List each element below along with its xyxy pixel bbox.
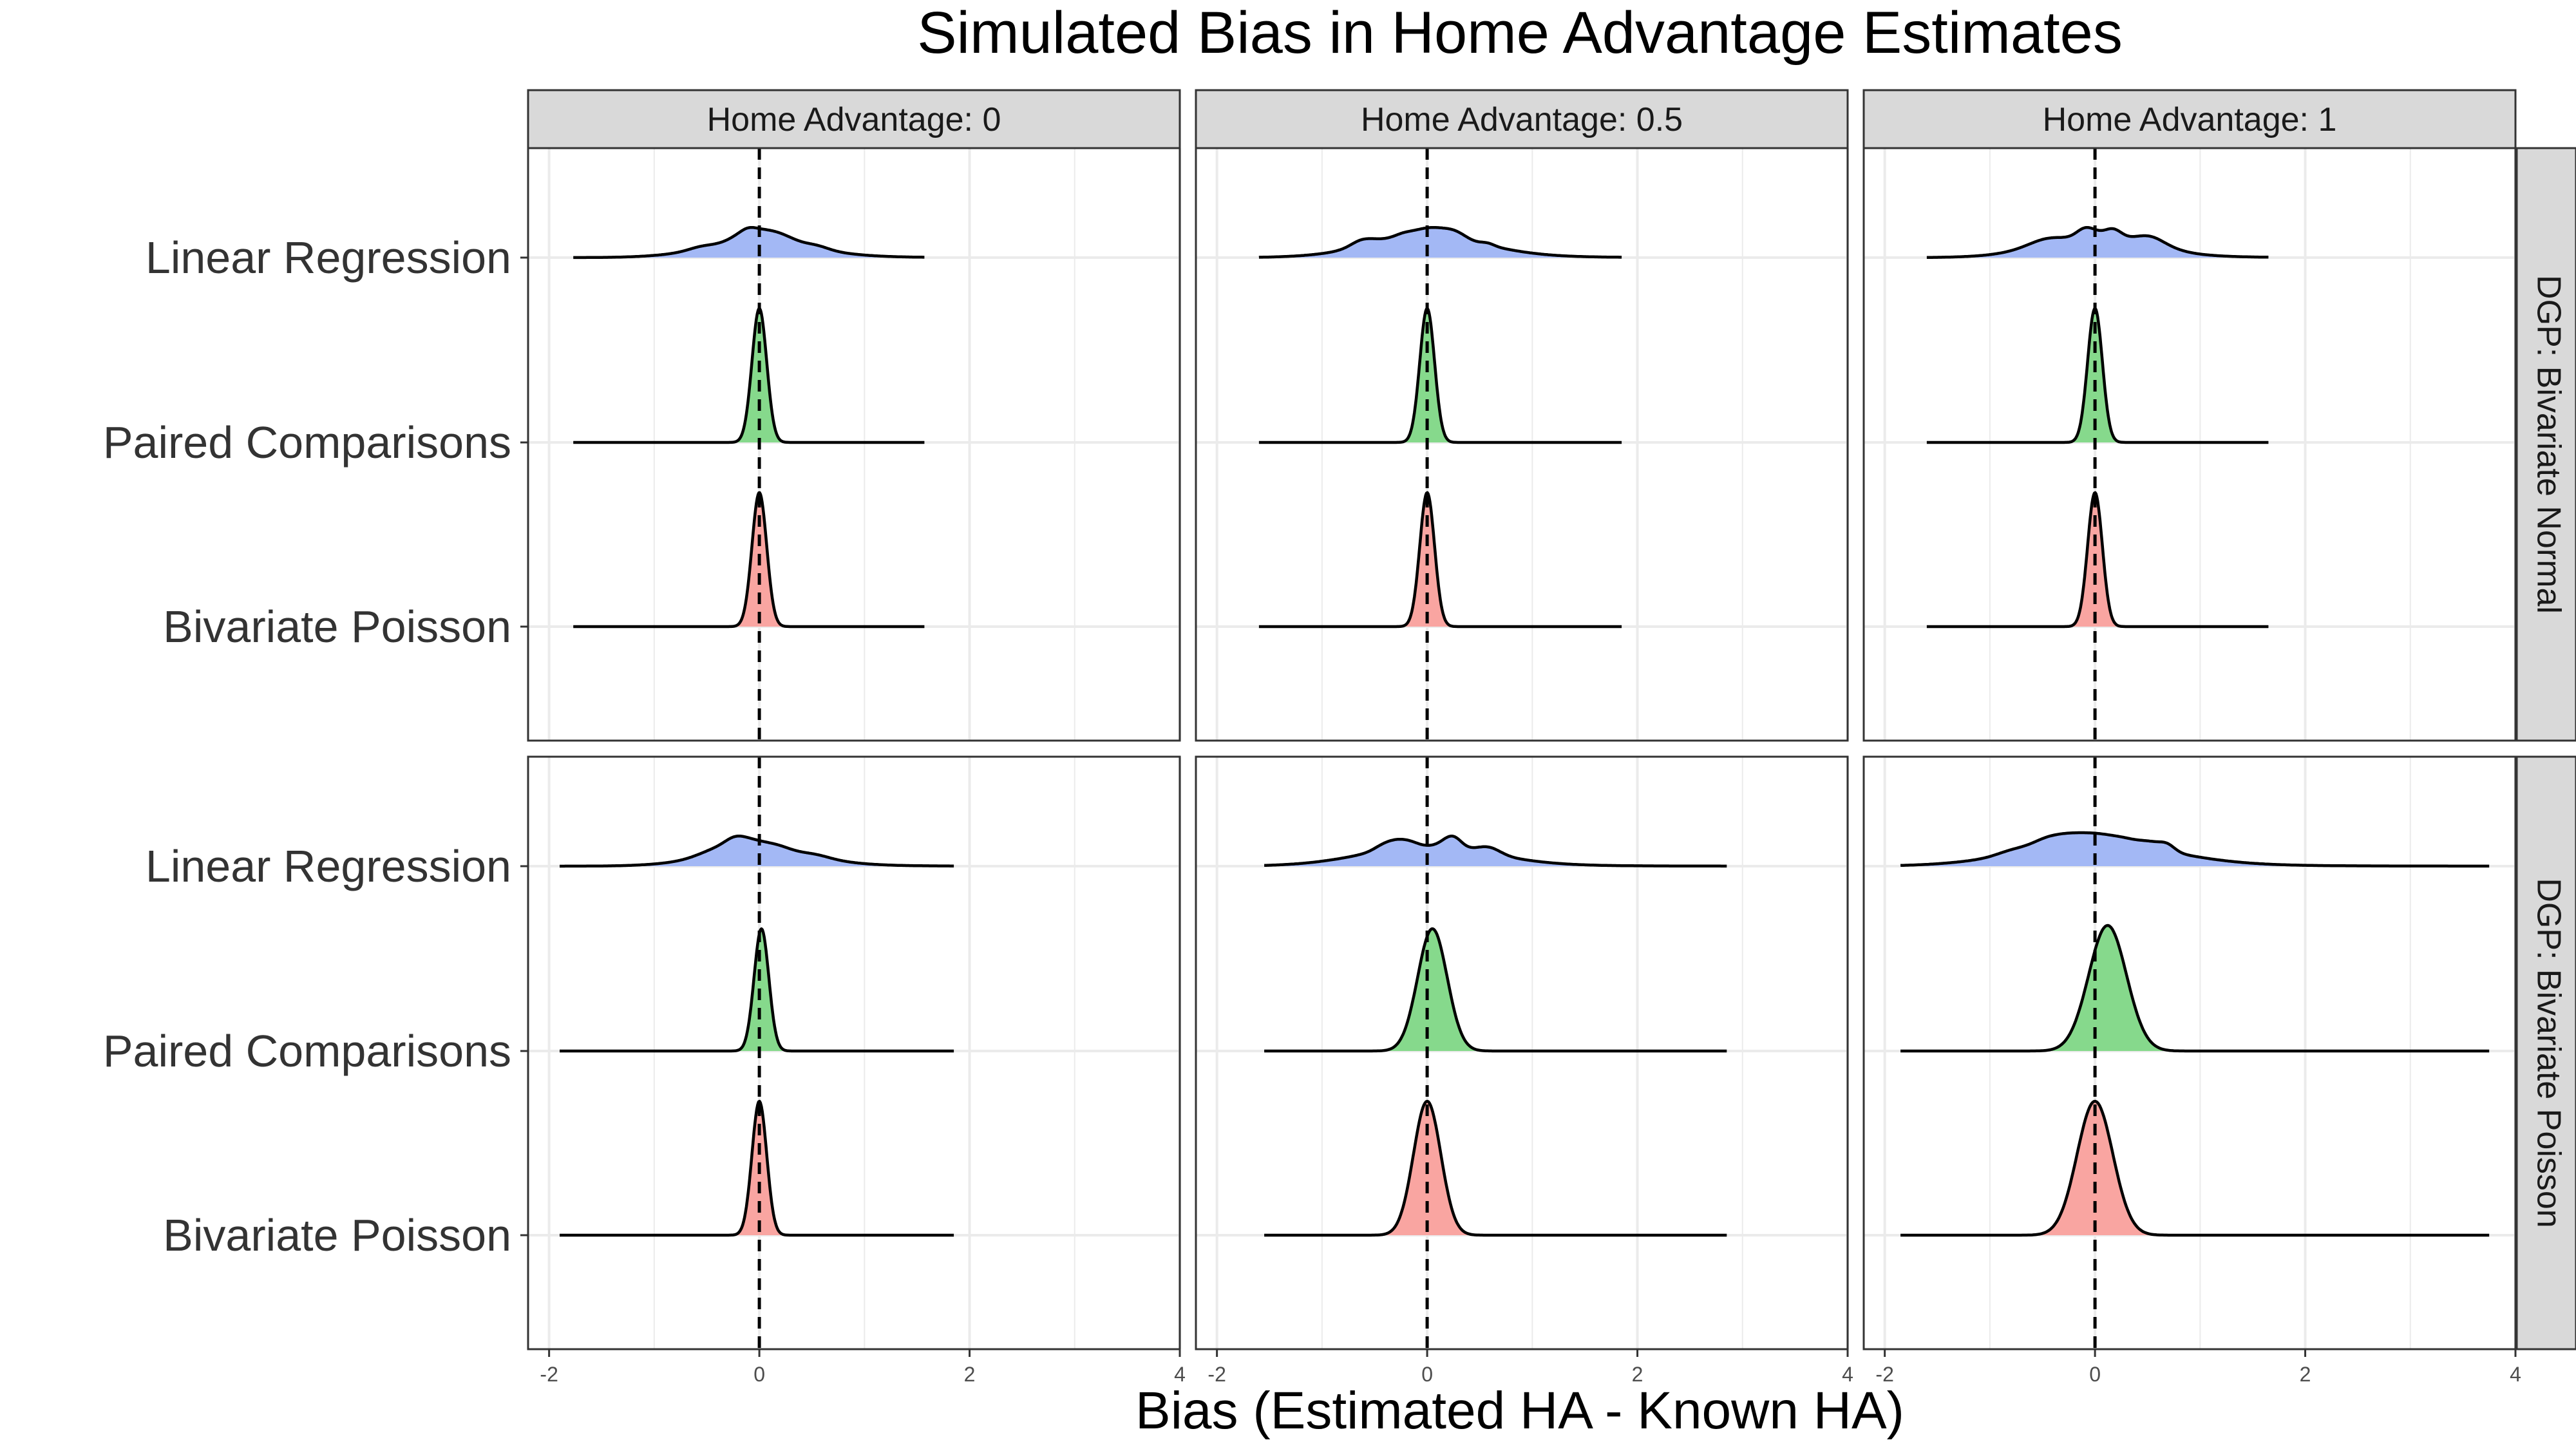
x-tick-label: -2 xyxy=(1208,1363,1226,1386)
density-line-linear-regression xyxy=(1264,834,1727,868)
panel-background xyxy=(1864,757,2515,1349)
y-tick-label-paired-comparisons: Paired Comparisons xyxy=(103,417,511,468)
x-tick-label: 4 xyxy=(1174,1363,1186,1386)
density-area-linear-regression xyxy=(1926,227,2269,258)
facet-strip-background xyxy=(527,89,1181,149)
panel-background xyxy=(528,148,1180,741)
facet-strip-background xyxy=(2515,755,2576,1350)
panel-background xyxy=(1196,148,1848,741)
facet-strip-label: DGP: Bivariate Poisson xyxy=(2530,878,2567,1227)
panel-dgp-bivariate-poisson-home-advantage-0-5: -2 0 2 4 xyxy=(1195,755,1853,1386)
facet-strip-dgp-bivariate-normal: DGP: Bivariate Normal xyxy=(2515,147,2576,742)
panel-dgp-bivariate-poisson-home-advantage-0: -2 0 2 4 xyxy=(527,755,1186,1386)
density-line-paired-comparisons xyxy=(1264,927,1727,1053)
facet-strip-home-advantage-0: Home Advantage: 0 xyxy=(527,89,1181,149)
density-line-bivariate-poisson xyxy=(1258,491,1622,629)
chart-title: Simulated Bias in Home Advantage Estimat… xyxy=(917,0,2123,66)
density-area-linear-regression xyxy=(560,836,954,866)
density-area-linear-regression xyxy=(1900,833,2490,866)
x-tick-label: 0 xyxy=(2089,1363,2101,1386)
facet-strip-dgp-bivariate-poisson: DGP: Bivariate Poisson xyxy=(2515,755,2576,1350)
facet-strip-label: Home Advantage: 1 xyxy=(2043,101,2337,138)
facet-strip-home-advantage-0-5: Home Advantage: 0.5 xyxy=(1195,89,1849,149)
x-tick-label: 4 xyxy=(1842,1363,1853,1386)
density-area-linear-regression xyxy=(1258,227,1622,258)
facet-strip-label: Home Advantage: 0 xyxy=(707,101,1001,138)
density-area-bivariate-poisson xyxy=(1926,493,2269,627)
y-tick-label-paired-comparisons: Paired Comparisons xyxy=(103,1026,511,1076)
density-line-bivariate-poisson xyxy=(559,1099,954,1237)
density-line-paired-comparisons xyxy=(1258,307,1622,444)
density-line-bivariate-poisson xyxy=(1926,491,2269,629)
density-area-paired-comparisons xyxy=(560,929,954,1051)
density-line-linear-regression xyxy=(1258,225,1622,259)
panel-dgp-bivariate-poisson-home-advantage-1: -2 0 2 4 xyxy=(1862,755,2521,1386)
density-line-linear-regression xyxy=(559,834,954,868)
density-area-linear-regression xyxy=(573,227,925,258)
panel-background xyxy=(1196,757,1848,1349)
facet-strip-background xyxy=(1195,89,1849,149)
density-line-bivariate-poisson xyxy=(1264,1099,1727,1237)
density-line-paired-comparisons xyxy=(573,307,925,444)
x-tick-label: 2 xyxy=(964,1363,976,1386)
x-tick-label: 2 xyxy=(2300,1363,2311,1386)
y-tick-label-bivariate-poisson: Bivariate Poisson xyxy=(163,1210,511,1260)
y-tick-label-linear-regression: Linear Regression xyxy=(146,841,511,891)
density-line-paired-comparisons xyxy=(1900,923,2490,1053)
density-area-paired-comparisons xyxy=(1926,308,2269,442)
x-tick-label: 2 xyxy=(1632,1363,1643,1386)
facet-strip-label: DGP: Bivariate Normal xyxy=(2530,275,2567,614)
density-area-paired-comparisons xyxy=(573,308,925,442)
density-line-paired-comparisons xyxy=(559,927,954,1053)
x-tick-label: 0 xyxy=(1421,1363,1433,1386)
x-tick-label: 4 xyxy=(2510,1363,2521,1386)
y-tick-label-linear-regression: Linear Regression xyxy=(146,232,511,283)
density-area-linear-regression xyxy=(1264,836,1727,866)
panel-background xyxy=(528,757,1180,1349)
panel-background xyxy=(1864,148,2515,741)
density-area-bivariate-poisson xyxy=(560,1101,954,1235)
facet-strip-background xyxy=(2515,147,2576,742)
x-tick-label: 0 xyxy=(753,1363,765,1386)
x-tick-label: -2 xyxy=(540,1363,558,1386)
density-line-paired-comparisons xyxy=(1926,307,2269,444)
labels-layer: Home Advantage: 0 Home Advantage: 0.5 Home… xyxy=(103,89,2576,1350)
facet-strip-label: Home Advantage: 0.5 xyxy=(1361,101,1683,138)
density-line-bivariate-poisson xyxy=(573,491,925,629)
panel-dgp-bivariate-normal-home-advantage-0 xyxy=(527,147,1181,742)
panel-dgp-bivariate-normal-home-advantage-0-5 xyxy=(1195,147,1849,742)
density-line-linear-regression xyxy=(573,225,925,260)
panel-border xyxy=(527,755,1181,1350)
panels-layer: -2 0 2 4 -2 0 2 4 -2 0 2 4 xyxy=(527,147,2521,1386)
facet-strip-home-advantage-1: Home Advantage: 1 xyxy=(1862,89,2517,149)
density-line-linear-regression xyxy=(1900,831,2490,868)
density-line-bivariate-poisson xyxy=(1900,1099,2490,1237)
facet-strip-background xyxy=(1862,89,2517,149)
panel-border xyxy=(1195,755,1849,1350)
x-axis-title: Bias (Estimated HA - Known HA) xyxy=(1135,1381,1904,1440)
density-line-linear-regression xyxy=(1926,225,2269,259)
density-area-bivariate-poisson xyxy=(573,493,925,627)
x-tick-label: -2 xyxy=(1875,1363,1893,1386)
y-tick-label-bivariate-poisson: Bivariate Poisson xyxy=(163,601,511,652)
panel-border xyxy=(1862,755,2517,1350)
panel-dgp-bivariate-normal-home-advantage-1 xyxy=(1862,147,2517,742)
